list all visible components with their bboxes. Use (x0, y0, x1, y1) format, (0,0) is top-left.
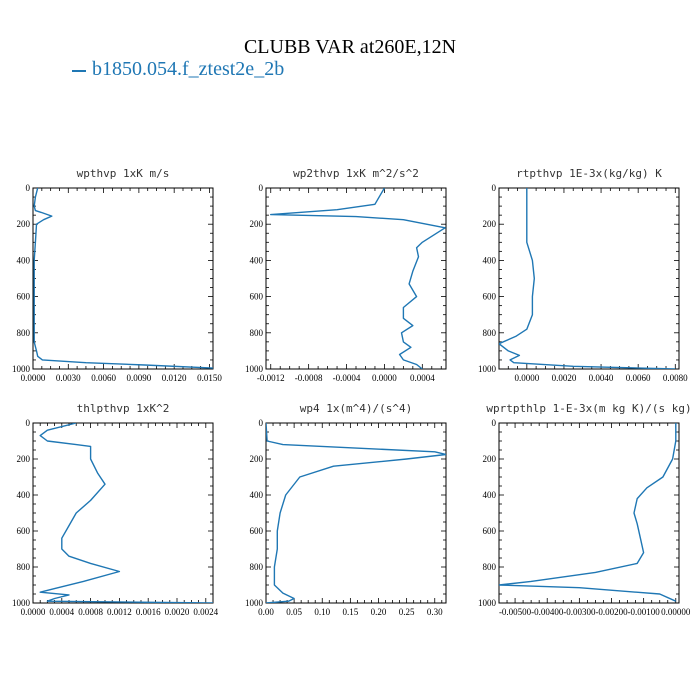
x-tick-label: 0.05 (286, 607, 302, 617)
x-tick-label: 0.0060 (91, 373, 116, 383)
x-tick-label: 0.0012 (107, 607, 132, 617)
x-tick-label: -0.0012 (257, 373, 285, 383)
x-tick-label: -0.00300 (563, 607, 596, 617)
x-tick-label: 0.0016 (136, 607, 161, 617)
plot-frame (32, 187, 214, 370)
x-tick-label: 0.00000 (661, 607, 691, 617)
y-tick-label: 800 (250, 328, 264, 338)
x-tick-label: -0.00100 (628, 607, 661, 617)
plot-frame (265, 422, 447, 604)
x-tick-label: 0.0120 (162, 373, 187, 383)
y-tick-label: 0 (26, 418, 31, 428)
chart-title: wp4 1x(m^4)/(s^4) (300, 402, 413, 415)
y-tick-label: 600 (17, 526, 31, 536)
x-tick-label: 0.00 (258, 607, 274, 617)
x-tick-label: 0.0000 (21, 373, 46, 383)
x-tick-label: 0.20 (371, 607, 387, 617)
x-tick-label: -0.0004 (333, 373, 361, 383)
x-tick-label: 0.0060 (626, 373, 651, 383)
series-line (270, 188, 446, 369)
y-tick-label: 800 (483, 328, 497, 338)
plot-frame (498, 187, 680, 370)
y-tick-label: 800 (17, 328, 31, 338)
x-tick-label: 0.15 (343, 607, 359, 617)
y-tick-label: 0 (492, 418, 497, 428)
legend-label: b1850.054.f_ztest2e_2b (92, 58, 285, 80)
y-tick-label: 400 (483, 255, 497, 265)
y-tick-label: 400 (17, 490, 31, 500)
series-line (33, 188, 213, 369)
chart-panel-3: rtpthvp 1E-3x(kg/kg) K 0 200 400 600 800 1000 0… (478, 167, 688, 383)
legend-swatch (72, 70, 86, 72)
x-tick-label: 0.0000 (372, 373, 397, 383)
y-tick-label: 200 (483, 454, 497, 464)
x-tick-label: 0.0004 (410, 373, 435, 383)
chart-title: wpthvp 1xK m/s (77, 167, 170, 180)
y-tick-label: 0 (259, 183, 264, 193)
x-tick-label: 0.30 (427, 607, 443, 617)
x-tick-label: -0.00400 (531, 607, 564, 617)
chart-panel-6: wprtpthlp 1-E-3x(m kg K)/(s kg) 0 200 400 60… (478, 402, 692, 617)
series-line (39, 423, 213, 603)
series-line (266, 423, 446, 603)
x-tick-label: 0.0150 (197, 373, 222, 383)
y-tick-label: 200 (17, 219, 31, 229)
y-tick-label: 600 (250, 292, 264, 302)
chart-panel-2: wp2thvp 1xK m^2/s^202004006008001000-0.0… (245, 167, 447, 383)
y-tick-label: 600 (483, 526, 497, 536)
series-line (499, 188, 676, 369)
chart-title: rtpthvp 1E-3x(kg/kg) K (516, 167, 662, 180)
figure-title: CLUBB VAR at260E,12N (243, 36, 457, 58)
plot-frame (32, 422, 214, 604)
series-line (499, 423, 677, 602)
x-tick-label: 0.0040 (589, 373, 614, 383)
y-tick-label: 200 (250, 454, 264, 464)
y-tick-label: 0 (492, 183, 497, 193)
y-tick-label: 1000 (245, 598, 264, 608)
x-tick-label: -0.00200 (595, 607, 628, 617)
y-tick-label: 200 (483, 219, 497, 229)
x-tick-label: 0.0020 (552, 373, 577, 383)
x-tick-label: 0.0090 (127, 373, 152, 383)
y-tick-label: 200 (250, 219, 264, 229)
y-tick-label: 0 (26, 183, 31, 193)
plot-frame (498, 422, 680, 604)
y-tick-label: 1000 (245, 364, 264, 374)
y-tick-label: 400 (250, 255, 264, 265)
x-tick-label: 0.0000 (514, 373, 539, 383)
y-tick-label: 600 (17, 292, 31, 302)
y-tick-label: 1000 (478, 364, 497, 374)
y-tick-label: 200 (17, 454, 31, 464)
chart-title: wprtpthlp 1-E-3x(m kg K)/(s kg) (486, 402, 691, 415)
x-tick-label: 0.0080 (663, 373, 688, 383)
y-tick-label: 0 (259, 418, 264, 428)
x-tick-label: -0.0008 (295, 373, 323, 383)
y-tick-label: 400 (17, 255, 31, 265)
x-tick-label: 0.0000 (21, 607, 46, 617)
x-tick-label: 0.0020 (165, 607, 190, 617)
y-tick-label: 400 (250, 490, 264, 500)
x-tick-label: 0.10 (314, 607, 330, 617)
chart-title: thlpthvp 1xK^2 (77, 402, 170, 415)
chart-title: wp2thvp 1xK m^2/s^2 (293, 167, 419, 180)
y-tick-label: 1000 (478, 598, 497, 608)
y-tick-label: 1000 (12, 364, 31, 374)
y-tick-label: 600 (250, 526, 264, 536)
x-tick-label: 0.0008 (78, 607, 103, 617)
y-tick-label: 800 (17, 562, 31, 572)
x-tick-label: 0.25 (399, 607, 415, 617)
x-tick-label: 0.0024 (193, 607, 218, 617)
y-tick-label: 1000 (12, 598, 31, 608)
y-tick-label: 600 (483, 292, 497, 302)
x-tick-label: 0.0030 (56, 373, 81, 383)
y-tick-label: 800 (483, 562, 497, 572)
x-tick-label: -0.00500 (499, 607, 532, 617)
y-tick-label: 800 (250, 562, 264, 572)
x-tick-label: 0.0004 (49, 607, 74, 617)
y-tick-label: 400 (483, 490, 497, 500)
